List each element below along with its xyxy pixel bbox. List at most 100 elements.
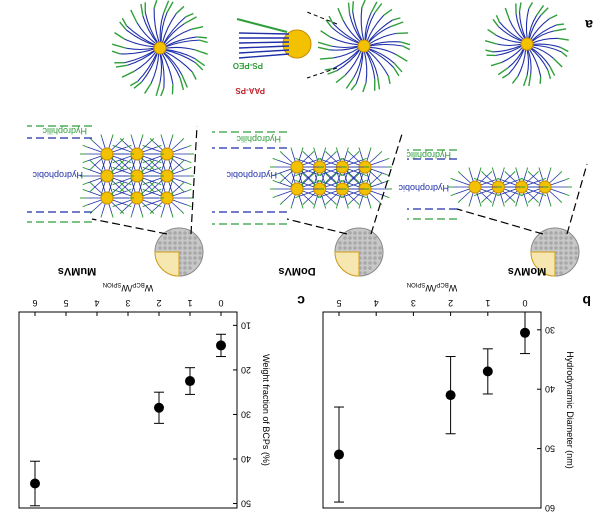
membrane-peo <box>311 151 314 154</box>
vesicle-unit <box>188 241 192 245</box>
vesicle-unit <box>564 261 568 265</box>
hydrophilic-chain <box>131 10 137 22</box>
membrane-peo <box>187 183 192 185</box>
vesicle-unit <box>363 271 367 275</box>
hydrophilic-chain <box>320 58 333 59</box>
membrane-peo <box>280 173 283 176</box>
membrane-peo <box>181 138 184 141</box>
hydrophilic-chain <box>191 27 203 30</box>
membrane-peo <box>187 167 192 169</box>
vesicle-unit <box>198 251 202 255</box>
x-tick-label: 3 <box>411 298 416 308</box>
paa-ps-label: PAA-PS <box>235 86 265 95</box>
membrane-peo <box>451 178 456 180</box>
hydrophilic-chain <box>351 84 356 90</box>
hydrophilic-chain <box>349 3 350 14</box>
vesicle-unit <box>353 231 357 235</box>
membrane-peo <box>379 180 382 183</box>
vesicle-name-domvs: DoMVs <box>278 265 315 277</box>
vesicle-unit <box>188 236 192 240</box>
vesicle-unit <box>534 246 538 250</box>
hydrophilic-chain <box>180 78 183 90</box>
ps-peo-label: PS-PEO <box>233 61 263 70</box>
membrane-peo <box>302 205 303 209</box>
membrane-peo <box>83 161 88 163</box>
vesicle-unit <box>193 251 197 255</box>
vesicle-unit <box>539 246 543 250</box>
hydrophilic-chain <box>540 77 541 84</box>
membrane-peo <box>565 194 570 196</box>
hydrophilic-chain <box>550 66 555 75</box>
vesicle-unit <box>198 246 202 250</box>
membrane-peo <box>492 168 493 172</box>
vesicle-unit <box>343 241 347 245</box>
membrane-peo <box>489 200 492 203</box>
hydrophilic-chain <box>197 37 207 38</box>
hydrophilic-chain <box>318 47 329 49</box>
membrane-peo <box>469 203 470 207</box>
membrane-peo <box>503 168 504 172</box>
hydrophobic-chain <box>526 9 528 39</box>
hydrophilic-chain <box>524 76 527 86</box>
vesicle-unit <box>183 246 187 250</box>
vesicle-unit <box>569 246 573 250</box>
vesicle-unit <box>559 231 563 235</box>
membrane-peo <box>539 203 540 207</box>
vesicle-unit <box>358 241 362 245</box>
vesicle-unit <box>188 256 192 260</box>
membrane-peo <box>314 205 315 209</box>
hydrophilic-chain <box>141 4 143 16</box>
spion-core <box>521 38 533 50</box>
membrane-peo <box>172 214 173 218</box>
hydrophilic-label-mumvs: Hydrophilic <box>42 126 87 136</box>
membrane-peo <box>550 168 551 172</box>
membrane-peo <box>101 214 102 218</box>
hydrophilic-chain <box>325 69 333 70</box>
hydrophilic-chain <box>529 2 533 8</box>
vesicle-unit <box>544 231 548 235</box>
membrane-peo <box>550 203 551 207</box>
membrane-peo <box>314 148 315 152</box>
hydrophilic-chain <box>485 41 497 44</box>
membrane-peo <box>359 148 360 152</box>
vesicle-unit <box>178 236 182 240</box>
hydrophilic-chain <box>156 83 160 96</box>
membrane-peo <box>161 214 162 218</box>
membrane-peo <box>303 202 306 205</box>
x-axis-label: WBCP/WSPION <box>103 281 154 293</box>
x-tick-label: 2 <box>156 298 161 308</box>
membrane-peo <box>347 205 348 209</box>
vesicle-unit <box>188 261 192 265</box>
vesicle-unit <box>564 256 568 260</box>
y-axis-label: Hydrodynamic Diameter (nm) <box>565 351 575 469</box>
membrane-peo <box>492 203 493 207</box>
vesicle-unit <box>183 261 187 265</box>
membrane-peo <box>512 200 515 203</box>
vesicle-unit <box>173 231 177 235</box>
vesicle-unit <box>173 241 177 245</box>
hydrophilic-chain <box>403 46 410 50</box>
vesicle-unit <box>564 246 568 250</box>
membrane-peo <box>273 158 278 160</box>
vesicle-mumvs <box>155 228 203 276</box>
vesicle-unit <box>188 251 192 255</box>
membrane-peo <box>516 203 517 207</box>
y-tick-label: 20 <box>241 365 251 375</box>
data-point <box>483 366 493 376</box>
membrane-peo <box>385 158 390 160</box>
guide-zoom <box>287 219 347 234</box>
vesicle-unit <box>554 246 558 250</box>
vesicle-unit <box>549 236 553 240</box>
hydrophilic-chain <box>388 76 390 84</box>
schematic-panel-a <box>27 0 587 276</box>
vesicle-unit <box>373 241 377 245</box>
vesicle-unit <box>569 251 573 255</box>
y-tick-label: 10 <box>241 320 251 330</box>
hydrophilic-chain <box>329 16 333 23</box>
panel-label-c: c <box>297 293 305 309</box>
hydrophobic-chain <box>364 51 366 83</box>
zoomed-chain <box>239 33 289 34</box>
vesicle-unit <box>178 246 182 250</box>
